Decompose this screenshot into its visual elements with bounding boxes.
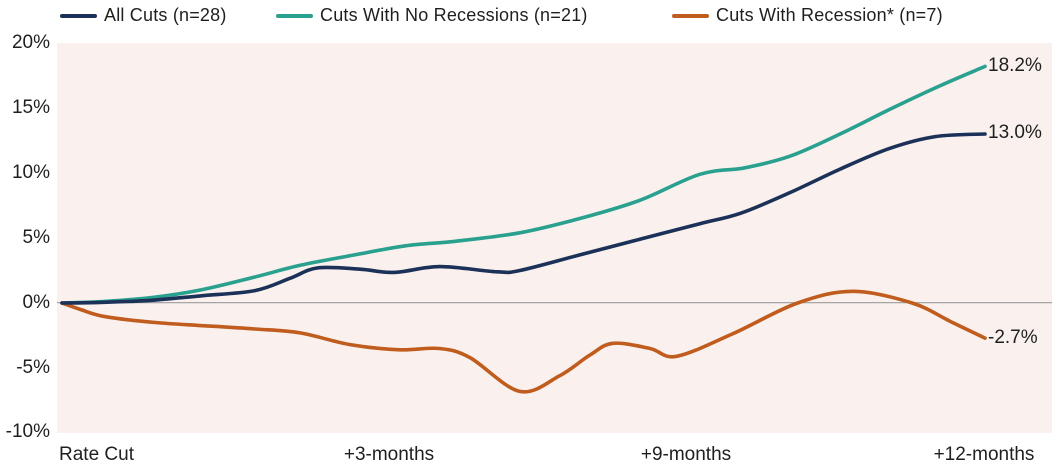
legend-item-all-cuts: All Cuts (n=28) (60, 2, 227, 29)
y-tick-neg5: -5% (16, 357, 50, 378)
y-tick-0: 0% (22, 292, 50, 313)
legend-swatch-no-recessions (276, 13, 313, 18)
series-line-recession (60, 289, 987, 394)
series-lines (60, 64, 987, 394)
y-tick-neg10: -10% (5, 421, 50, 442)
legend-item-no-recessions: Cuts With No Recessions (n=21) (276, 2, 588, 29)
legend-label-all-cuts: All Cuts (n=28) (104, 5, 227, 25)
x-tick-3-months: +3-months (343, 444, 435, 465)
legend-item-recession: Cuts With Recession* (n=7) (672, 2, 943, 29)
y-tick-15: 15% (11, 97, 50, 118)
y-tick-20: 20% (11, 32, 50, 53)
end-label-recession: -2.7% (988, 327, 1038, 348)
x-tick-9-months: +9-months (640, 444, 732, 465)
legend-swatch-all-cuts (60, 13, 97, 18)
series-line-all-cuts (60, 132, 987, 305)
x-tick-12-months: +12-months (933, 444, 1035, 465)
legend-label-recession: Cuts With Recession* (n=7) (716, 5, 943, 25)
series-line-no-recessions (60, 64, 987, 305)
legend-swatch-recession (672, 13, 709, 18)
x-tick-rate-cut: Rate Cut (59, 444, 134, 465)
end-label-no-recessions: 18.2% (988, 55, 1042, 76)
y-tick-5: 5% (22, 227, 50, 248)
plot-area-background (57, 43, 1052, 433)
legend-label-no-recessions: Cuts With No Recessions (n=21) (320, 5, 588, 25)
y-tick-10: 10% (11, 162, 50, 183)
end-label-all-cuts: 13.0% (988, 122, 1042, 143)
